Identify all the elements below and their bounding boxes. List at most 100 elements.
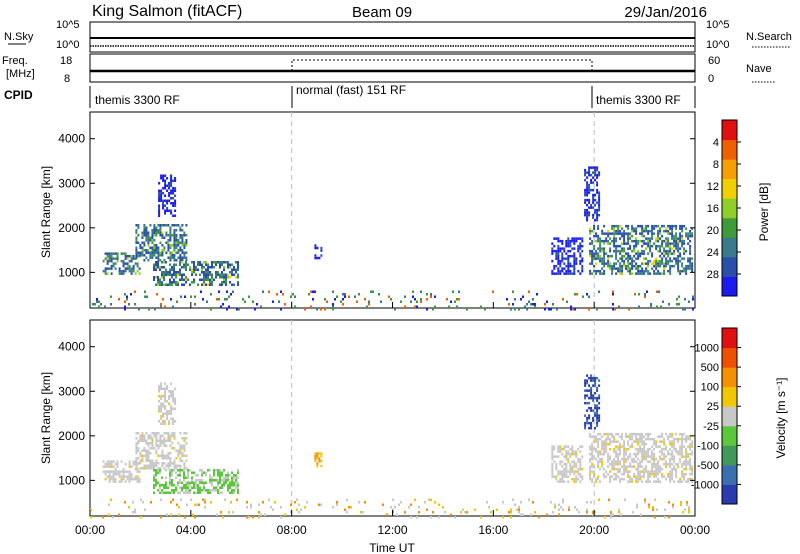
scatter-cell <box>641 465 644 468</box>
scatter-cell <box>171 474 173 477</box>
scatter-cell <box>186 503 188 506</box>
scatter-cell <box>599 272 602 275</box>
scatter-cell <box>681 269 684 273</box>
scatter-cell <box>661 242 664 245</box>
scatter-cell <box>189 491 191 494</box>
scatter-cell <box>173 459 176 462</box>
scatter-cell <box>613 450 616 453</box>
scatter-cell <box>627 465 630 468</box>
scatter-cell <box>185 432 188 435</box>
scatter-cell <box>689 465 692 468</box>
scatter-cell <box>135 246 138 249</box>
scatter-cell <box>675 224 678 228</box>
scatter-cell <box>134 290 136 293</box>
scatter-cell <box>219 479 221 482</box>
scatter-cell <box>579 475 582 478</box>
scatter-cell <box>162 402 165 405</box>
scatter-cell <box>316 452 319 455</box>
scatter-cell <box>235 271 237 274</box>
scatter-cell <box>404 305 406 308</box>
scatter-cell <box>274 501 276 504</box>
scatter-cell <box>163 432 166 435</box>
scatter-cell <box>183 231 186 234</box>
scatter-cell <box>639 435 642 438</box>
scatter-cell <box>623 447 626 451</box>
scatter-cell <box>410 516 412 519</box>
scatter-cell <box>231 268 233 271</box>
scatter-cell <box>173 241 176 244</box>
scatter-cell <box>158 385 161 388</box>
scatter-cell <box>171 489 173 492</box>
scatter-cell <box>601 232 604 235</box>
scatter-cell <box>181 266 183 269</box>
scatter-cell <box>163 457 166 460</box>
scatter-cell <box>139 434 142 437</box>
scatter-cell <box>160 402 163 405</box>
scatter-cell <box>629 237 632 240</box>
scatter-cell <box>677 267 680 270</box>
scatter-cell <box>679 432 682 436</box>
scatter-cell <box>615 252 618 255</box>
scatter-cell <box>609 455 612 458</box>
scatter-cell <box>128 259 131 263</box>
scatter-cell <box>122 477 125 481</box>
scatter-cell <box>605 447 608 451</box>
scatter-cell <box>166 199 169 202</box>
scatter-cell <box>169 457 172 460</box>
scatter-cell <box>412 290 414 293</box>
scatter-cell <box>685 267 688 270</box>
scatter-cell <box>191 268 193 271</box>
scatter-cell <box>175 281 177 284</box>
scatter-cell <box>645 450 648 453</box>
scatter-cell <box>681 224 684 228</box>
scatter-cell <box>605 475 608 478</box>
scatter-cell <box>336 501 338 504</box>
scatter-cell <box>183 486 185 489</box>
scatter-cell <box>221 491 223 494</box>
scatter-cell <box>681 450 684 453</box>
scatter-cell <box>185 224 188 227</box>
scatter-cell <box>675 242 678 245</box>
scatter-cell <box>420 290 422 293</box>
scatter-cell <box>581 477 584 481</box>
scatter-cell <box>159 226 162 229</box>
scatter-cell <box>661 272 664 275</box>
scatter-cell <box>187 474 189 477</box>
scatter-cell <box>588 376 591 380</box>
scatter-cell <box>139 459 142 462</box>
scatter-cell <box>312 290 314 293</box>
scatter-cell <box>611 440 614 443</box>
scatter-cell <box>159 254 162 257</box>
scatter-cell <box>625 232 628 235</box>
scatter-cell <box>114 462 117 466</box>
scatter-cell <box>112 477 115 481</box>
scatter-cell <box>167 464 170 467</box>
scatter-cell <box>167 437 170 440</box>
scatter-cell <box>185 484 187 487</box>
scatter-cell <box>235 476 237 479</box>
scatter-cell <box>194 503 196 506</box>
scatter-cell <box>158 197 161 200</box>
scatter-cell <box>229 491 231 494</box>
scatter-cell <box>192 513 194 516</box>
scatter-cell <box>112 470 115 473</box>
scatter-cell <box>609 267 612 270</box>
scatter-cell <box>595 234 598 238</box>
scatter-cell <box>158 407 161 410</box>
scatter-cell <box>159 266 161 269</box>
scatter-cell <box>203 266 205 269</box>
scatter-cell <box>639 465 642 468</box>
scatter-cell <box>596 201 599 204</box>
scatter-cell <box>589 232 592 235</box>
scatter-cell <box>181 469 183 472</box>
scatter-cell <box>665 477 668 481</box>
scatter-cell <box>663 442 666 446</box>
scatter-cell <box>159 454 162 457</box>
scatter-cell <box>205 261 207 264</box>
scatter-cell <box>623 455 626 458</box>
scatter-cell <box>589 467 592 471</box>
scatter-cell <box>639 232 642 235</box>
scatter-cell <box>320 249 323 252</box>
scatter-cell <box>221 271 223 274</box>
scatter-cell <box>685 465 688 468</box>
